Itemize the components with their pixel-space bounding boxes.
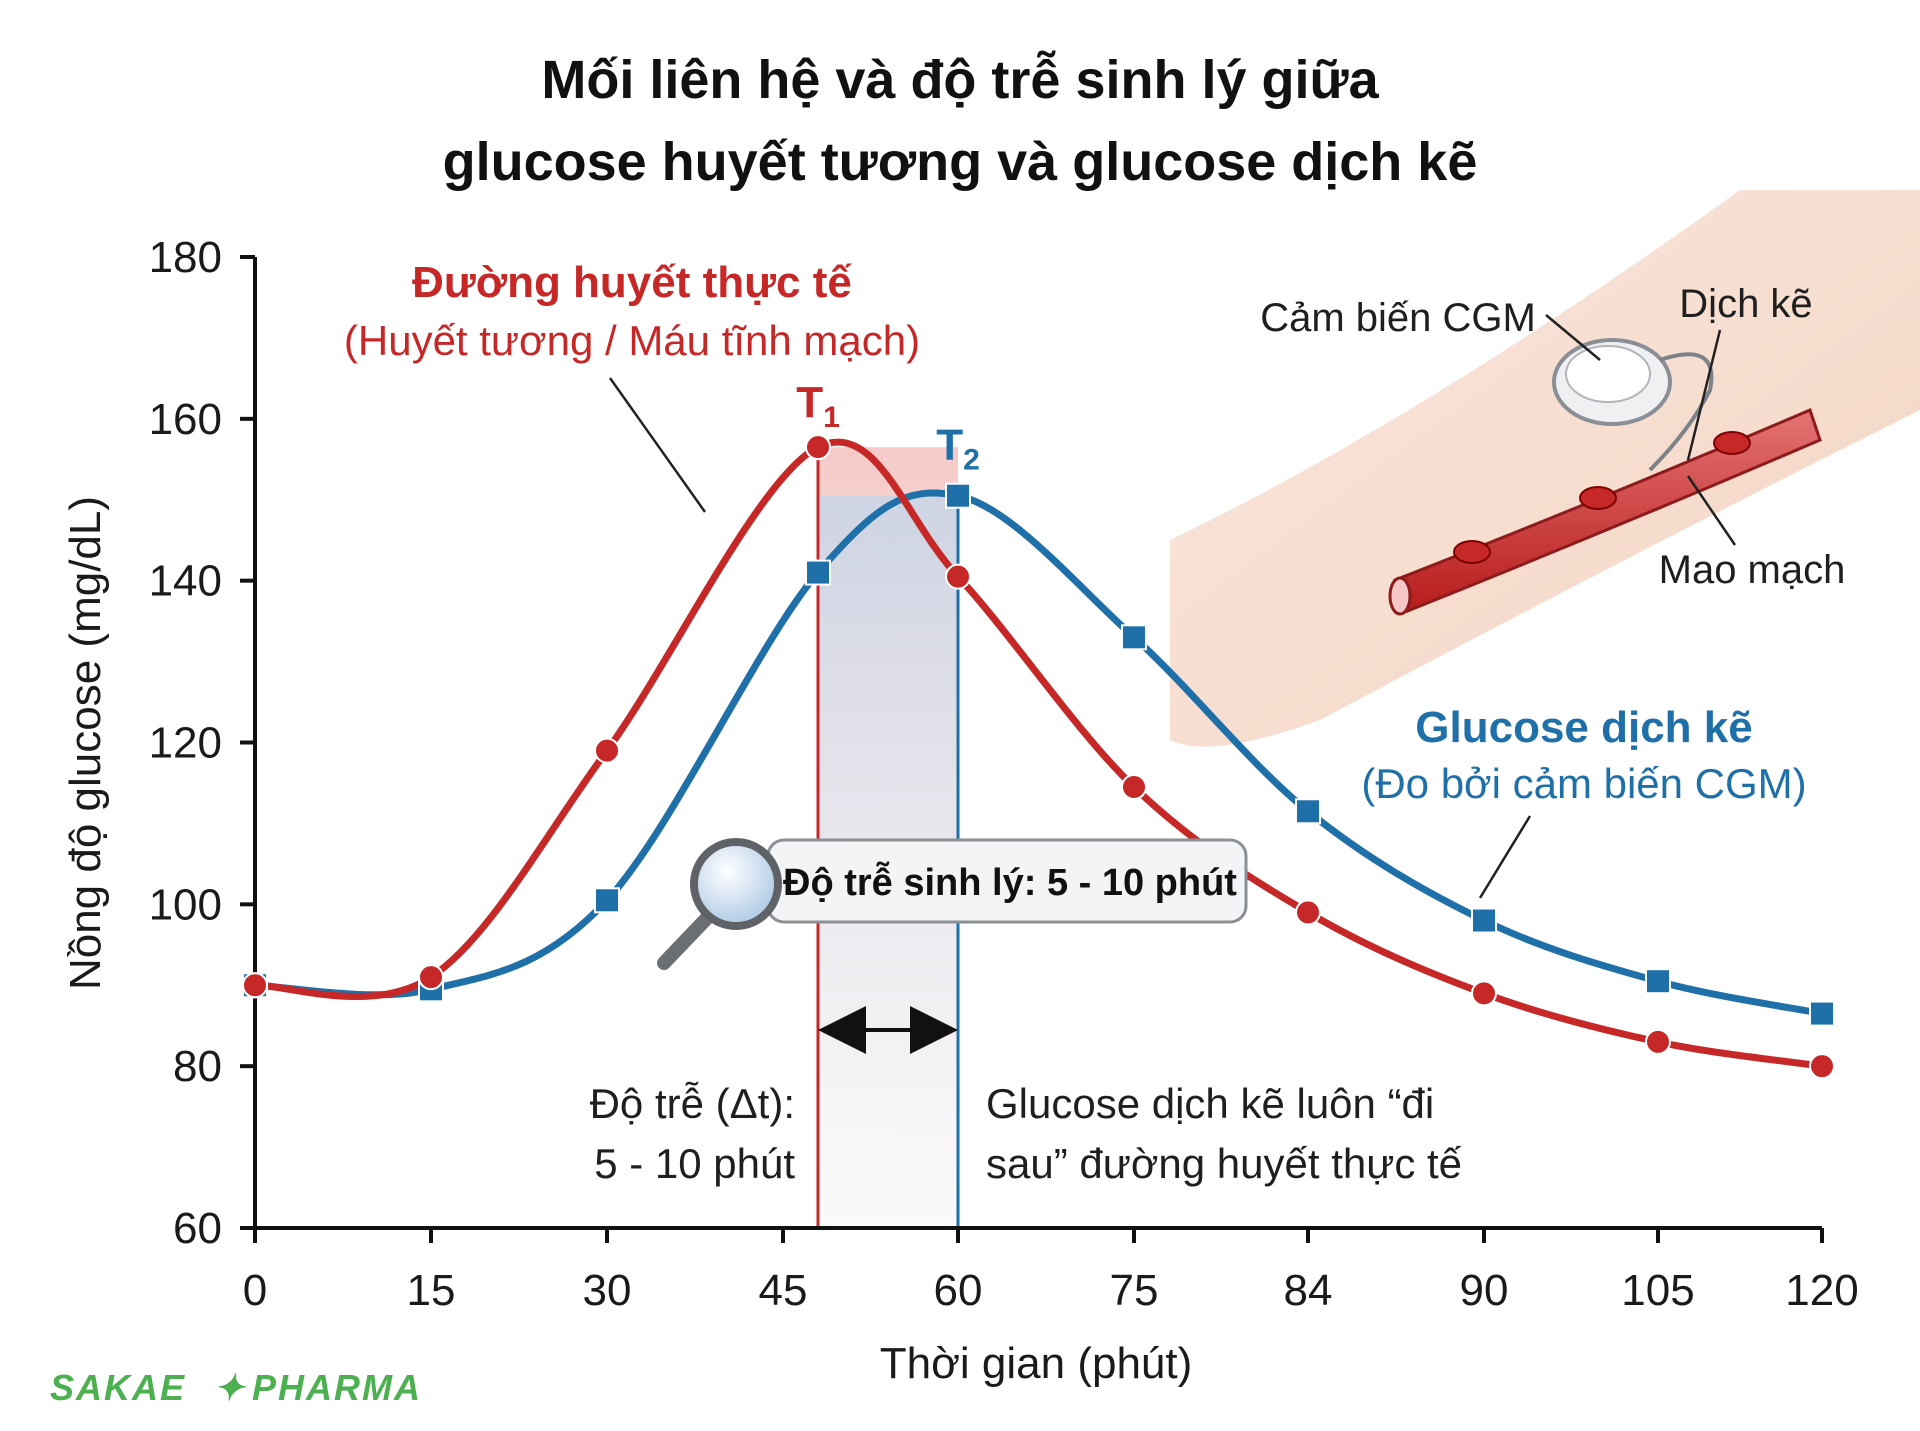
sensor-pointer	[1545, 314, 1601, 361]
cgm-sensor-top	[1565, 345, 1651, 403]
y-ticks: 60 80 100 120 140 160 180	[149, 233, 255, 1253]
t1-label: T1	[796, 378, 840, 434]
series-line-plasma	[254, 438, 1823, 1070]
plasma-label-pointer	[608, 377, 707, 513]
y-tick-label: 120	[149, 719, 222, 768]
x-tick-label: 84	[1284, 1266, 1333, 1315]
x-tick-label: 0	[243, 1266, 267, 1315]
plasma-series-title: Đường huyết thực tế	[412, 258, 852, 307]
capillary-pointer	[1686, 475, 1737, 546]
chart-title-line-1: Mối liên hệ và độ trễ sinh lý giữa	[541, 50, 1379, 110]
x-tick-label: 45	[759, 1266, 808, 1315]
plasma-series-subtitle: (Huyết tương / Máu tĩnh mạch)	[344, 317, 920, 364]
fluid-pointer	[1686, 329, 1722, 461]
plasma-data-point	[1809, 1053, 1835, 1080]
capillary-label: Mao mạch	[1659, 548, 1846, 592]
blood-cell-icon	[1453, 540, 1491, 564]
interstitial-data-point	[1645, 968, 1671, 995]
interstitial-data-point	[1121, 624, 1147, 651]
series-markers-plasma	[242, 434, 1835, 1080]
plasma-data-point	[805, 434, 831, 461]
interstitial-fluid-label: Dịch kẽ	[1679, 282, 1812, 326]
plasma-data-point	[1471, 980, 1497, 1007]
brand-sprout-icon: ✦	[214, 1367, 246, 1408]
t2-label: T2	[936, 421, 980, 477]
delay-label-line-2: 5 - 10 phút	[594, 1140, 795, 1187]
plasma-data-point	[418, 964, 444, 991]
y-tick-label: 60	[173, 1204, 222, 1253]
x-ticks: 0 15 30 45 60 75 84 90 105 120	[243, 1228, 1859, 1315]
capillary-vessel	[1393, 407, 1822, 614]
x-tick-label: 90	[1460, 1266, 1509, 1315]
plasma-data-point	[1295, 899, 1321, 926]
lag-callout: Độ trễ sinh lý: 5 - 10 phút	[657, 838, 1248, 970]
interstitial-data-point	[1809, 1000, 1835, 1027]
x-tick-label: 30	[583, 1266, 632, 1315]
plasma-data-point	[1121, 774, 1147, 801]
blood-cell-icon	[1579, 486, 1617, 510]
interstitial-label-pointer	[1478, 815, 1532, 899]
y-tick-label: 160	[149, 395, 222, 444]
plasma-data-point	[242, 972, 268, 999]
arm-illustration: Cảm biến CGM Dịch kẽ Mao mạch	[1170, 190, 1920, 747]
interstitial-data-point	[1471, 907, 1497, 934]
y-tick-label: 180	[149, 233, 222, 282]
y-tick-label: 80	[173, 1042, 222, 1091]
x-tick-label: 15	[407, 1266, 456, 1315]
plasma-data-point	[594, 737, 620, 764]
interstitial-data-point	[805, 559, 831, 586]
plasma-data-point	[1645, 1028, 1671, 1055]
cgm-sensor-label: Cảm biến CGM	[1260, 296, 1536, 340]
series-line-interstitial	[254, 489, 1823, 1018]
vessel-opening	[1388, 576, 1412, 616]
brand-right: PHARMA	[252, 1367, 422, 1408]
x-tick-label: 120	[1785, 1266, 1858, 1315]
magnifier-icon	[690, 838, 782, 930]
y-tick-label: 140	[149, 557, 222, 606]
chart-title-line-2: glucose huyết tương và glucose dịch kẽ	[443, 132, 1478, 192]
magnifier-handle	[657, 911, 714, 970]
arm-shape	[1170, 190, 1920, 747]
sensor-filament	[1648, 352, 1714, 472]
x-tick-label: 105	[1621, 1266, 1694, 1315]
lag-note-line-1: Glucose dịch kẽ luôn “đi	[986, 1080, 1434, 1127]
y-axis-title: Nồng độ glucose (mg/dL)	[61, 496, 110, 990]
blood-cell-icon	[1713, 431, 1751, 455]
interstitial-data-point	[1295, 798, 1321, 825]
interstitial-series-subtitle: (Đo bởi cảm biến CGM)	[1361, 760, 1806, 807]
plasma-data-point	[945, 563, 971, 590]
callout-text: Độ trễ sinh lý: 5 - 10 phút	[783, 860, 1237, 904]
brand-logo: SAKAE ✦ PHARMA	[50, 1367, 422, 1408]
x-tick-label: 60	[934, 1266, 983, 1315]
lag-note-line-2: sau” đường huyết thực tế	[986, 1140, 1462, 1187]
x-axis-title: Thời gian (phút)	[880, 1339, 1193, 1388]
interstitial-data-point	[594, 887, 620, 914]
delay-label-line-1: Độ trễ (Δt):	[590, 1080, 795, 1127]
y-tick-label: 100	[149, 880, 222, 929]
interstitial-series-title: Glucose dịch kẽ	[1415, 703, 1752, 752]
x-tick-label: 75	[1110, 1266, 1159, 1315]
interstitial-data-point	[945, 482, 971, 509]
brand-left: SAKAE	[50, 1367, 186, 1408]
